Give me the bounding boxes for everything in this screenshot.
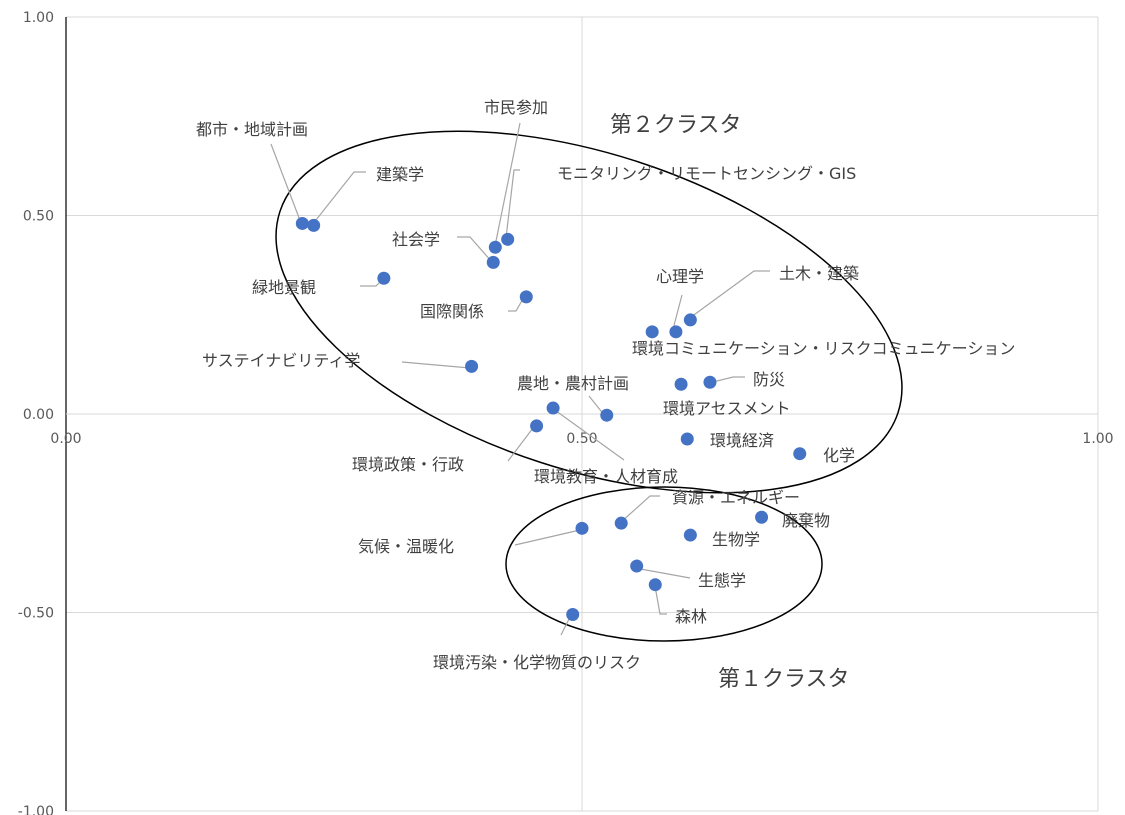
data-point	[703, 375, 717, 389]
y-tick-label: 0.00	[23, 407, 54, 423]
point-label: 市民参加	[484, 98, 548, 117]
data-point	[465, 359, 479, 373]
cluster-1-ellipse	[505, 486, 823, 642]
point-label: 都市・地域計画	[196, 120, 308, 139]
data-point	[680, 432, 694, 446]
x-tick-label: 1.00	[1082, 431, 1113, 447]
data-point	[575, 521, 589, 535]
data-point	[377, 271, 391, 285]
y-tick-label: -0.50	[18, 606, 54, 622]
data-point	[755, 510, 769, 524]
point-label: 農地・農村計画	[517, 374, 629, 393]
data-point	[669, 325, 683, 339]
data-point	[614, 516, 628, 530]
point-label: 土木・建築	[779, 264, 859, 283]
leader-line	[311, 171, 366, 226]
point-label: 社会学	[392, 230, 440, 249]
data-point	[530, 419, 544, 433]
leader-line	[507, 427, 534, 462]
point-label: サステイナビリティ学	[202, 351, 360, 370]
point-label: 生態学	[698, 571, 746, 590]
data-point	[295, 216, 309, 230]
data-point	[600, 408, 614, 422]
point-label: 国際関係	[420, 302, 484, 321]
leader-line	[505, 169, 520, 239]
leader-line	[457, 236, 493, 263]
data-point	[645, 325, 659, 339]
point-label: 防災	[753, 370, 785, 389]
point-label: 化学	[823, 446, 855, 465]
point-label: 環境政策・行政	[352, 455, 464, 474]
y-tick-label: -1.00	[18, 804, 54, 815]
point-label: 環境教育・人材育成	[534, 467, 678, 486]
data-point	[566, 607, 580, 621]
data-point	[307, 218, 321, 232]
leader-line	[619, 495, 660, 524]
point-label: 心理学	[656, 267, 704, 286]
data-point	[683, 313, 697, 327]
x-tick-label: 0.00	[50, 431, 81, 447]
cluster-2-label: 第２クラスタ	[610, 113, 742, 138]
leader-line	[270, 143, 302, 224]
data-point	[519, 290, 533, 304]
leader-line	[401, 361, 471, 369]
leader-line	[686, 270, 770, 321]
leader-line	[654, 585, 667, 615]
y-tick-label: 1.00	[23, 10, 54, 26]
data-point	[674, 377, 688, 391]
data-point	[630, 559, 644, 573]
leader-line	[708, 376, 745, 384]
data-point	[683, 528, 697, 542]
data-point	[501, 232, 515, 246]
leader-line	[508, 296, 525, 312]
leader-line	[514, 529, 581, 546]
data-point	[486, 255, 500, 269]
point-label: 廃棄物	[782, 511, 830, 530]
point-label: 生物学	[712, 530, 760, 549]
leader-line	[634, 567, 691, 579]
data-point	[546, 401, 560, 415]
leader-line	[494, 122, 521, 247]
point-label: 資源・エネルギー	[672, 488, 800, 507]
y-tick-label: 0.50	[23, 209, 54, 225]
data-point	[793, 447, 807, 461]
point-label: 緑地景観	[252, 278, 316, 297]
point-label: モニタリング・リモートセンシング・GIS	[557, 164, 856, 183]
data-point	[488, 240, 502, 254]
point-label: 環境アセスメント	[663, 399, 791, 418]
cluster-2-ellipse	[275, 130, 903, 494]
point-label: 環境コミュニケーション・リスクコミュニケーション	[632, 339, 1015, 358]
x-tick-label: 0.50	[566, 431, 597, 447]
point-label: 気候・温暖化	[358, 537, 454, 556]
point-label: 森林	[675, 607, 707, 626]
point-label: 環境経済	[710, 431, 774, 450]
point-label: 環境汚染・化学物質のリスク	[433, 653, 641, 672]
leader-line	[551, 407, 625, 461]
data-point	[648, 578, 662, 592]
point-label: 建築学	[376, 165, 424, 184]
cluster-1-label: 第１クラスタ	[718, 667, 850, 692]
